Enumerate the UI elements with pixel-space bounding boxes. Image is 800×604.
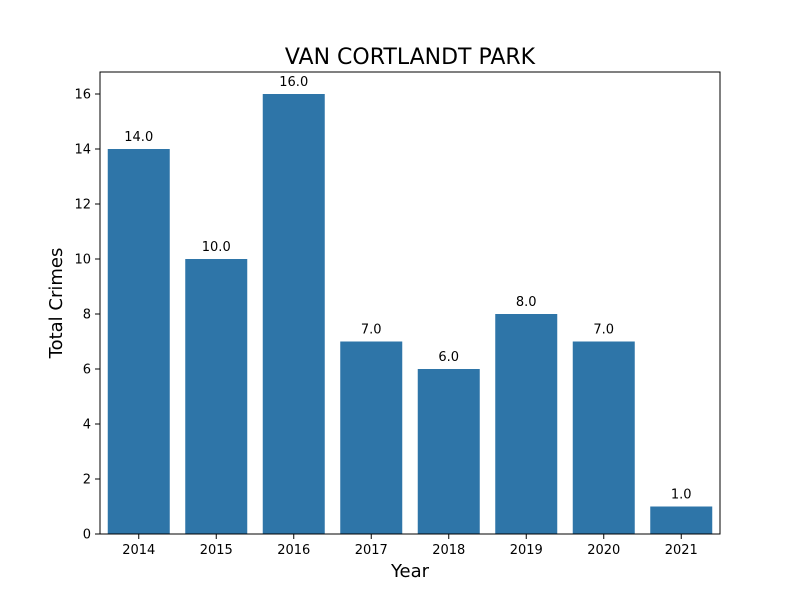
- y-tick-label: 10: [74, 253, 91, 268]
- y-tick-label: 2: [83, 473, 91, 488]
- x-tick-label-2018: 2018: [432, 543, 465, 558]
- y-tick-label: 8: [83, 308, 91, 323]
- data-label-2020: 7.0: [593, 323, 614, 338]
- bar-2014: [107, 149, 170, 534]
- bar-2019: [495, 314, 558, 534]
- x-tick-label-2017: 2017: [355, 543, 388, 558]
- plot-frame: [99, 71, 721, 535]
- x-tick-label-2014: 2014: [122, 543, 155, 558]
- bar-2017: [340, 341, 403, 534]
- y-tick-label: 0: [83, 528, 91, 543]
- bar-2020: [572, 341, 635, 534]
- x-tick-label-2016: 2016: [277, 543, 310, 558]
- bar-2018: [417, 369, 480, 534]
- y-tick-label: 12: [74, 198, 91, 213]
- data-label-2018: 6.0: [438, 350, 459, 365]
- bar-2015: [185, 259, 248, 534]
- data-label-2019: 8.0: [516, 295, 537, 310]
- bars-group: 14.0 10.0 16.0 7.0 6.0 8.0 7.0 1.0: [107, 75, 713, 534]
- data-label-2016: 16.0: [279, 75, 308, 90]
- x-axis-label: Year: [390, 561, 430, 582]
- data-label-2014: 14.0: [124, 130, 153, 145]
- y-tick-label: 14: [74, 143, 91, 158]
- data-label-2015: 10.0: [202, 240, 231, 255]
- x-tick-label-2021: 2021: [665, 543, 698, 558]
- chart-title: VAN CORTLANDT PARK: [285, 45, 536, 70]
- data-label-2021: 1.0: [671, 488, 692, 503]
- bar-2021: [650, 506, 713, 534]
- x-tick-label-2020: 2020: [587, 543, 620, 558]
- y-tick-label: 16: [74, 88, 91, 103]
- y-tick-label: 6: [83, 363, 91, 378]
- x-axis: 2014 2015 2016 2017 2018 2019 2020 2021: [122, 534, 698, 558]
- x-tick-label-2019: 2019: [510, 543, 543, 558]
- y-tick-label: 4: [83, 418, 91, 433]
- y-axis-label: Total Crimes: [46, 248, 67, 360]
- bar-2016: [262, 94, 325, 534]
- data-label-2017: 7.0: [361, 323, 382, 338]
- y-axis: 0 2 4 6 8 10 12 14 16: [74, 88, 100, 543]
- x-tick-label-2015: 2015: [200, 543, 233, 558]
